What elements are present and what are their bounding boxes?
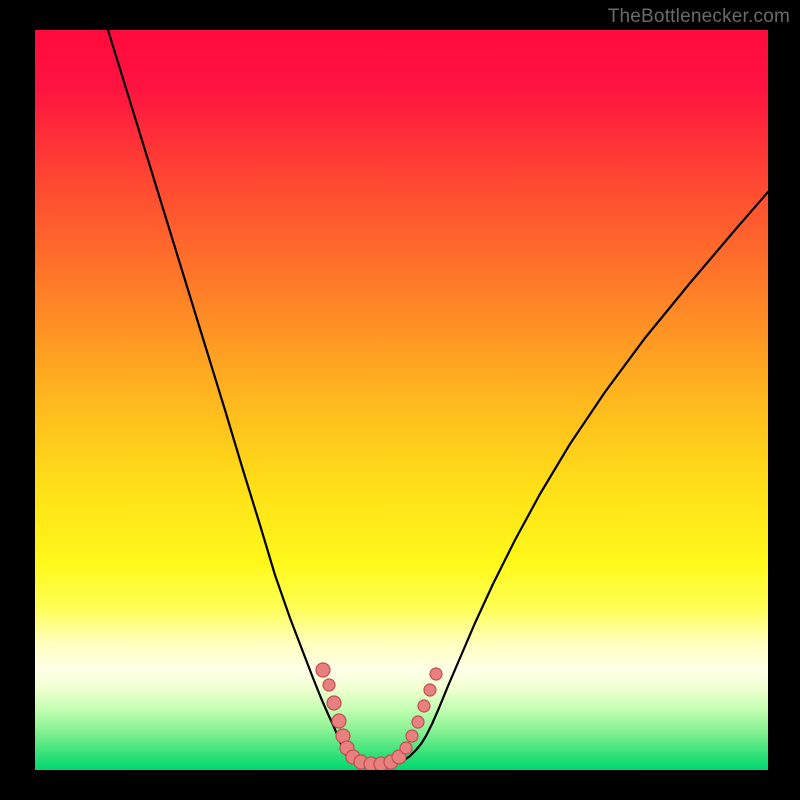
plot-area xyxy=(35,30,768,770)
marker-point xyxy=(332,714,346,728)
marker-point xyxy=(327,696,341,710)
marker-point xyxy=(430,668,442,680)
marker-point xyxy=(323,679,335,691)
curve-left-branch xyxy=(108,30,380,766)
markers-group xyxy=(316,663,442,770)
chart-svg xyxy=(35,30,768,770)
marker-point xyxy=(412,716,424,728)
marker-point xyxy=(316,663,330,677)
marker-point xyxy=(424,684,436,696)
marker-point xyxy=(400,742,412,754)
watermark-text: TheBottlenecker.com xyxy=(608,6,790,28)
marker-point xyxy=(406,730,418,742)
marker-point xyxy=(418,700,430,712)
